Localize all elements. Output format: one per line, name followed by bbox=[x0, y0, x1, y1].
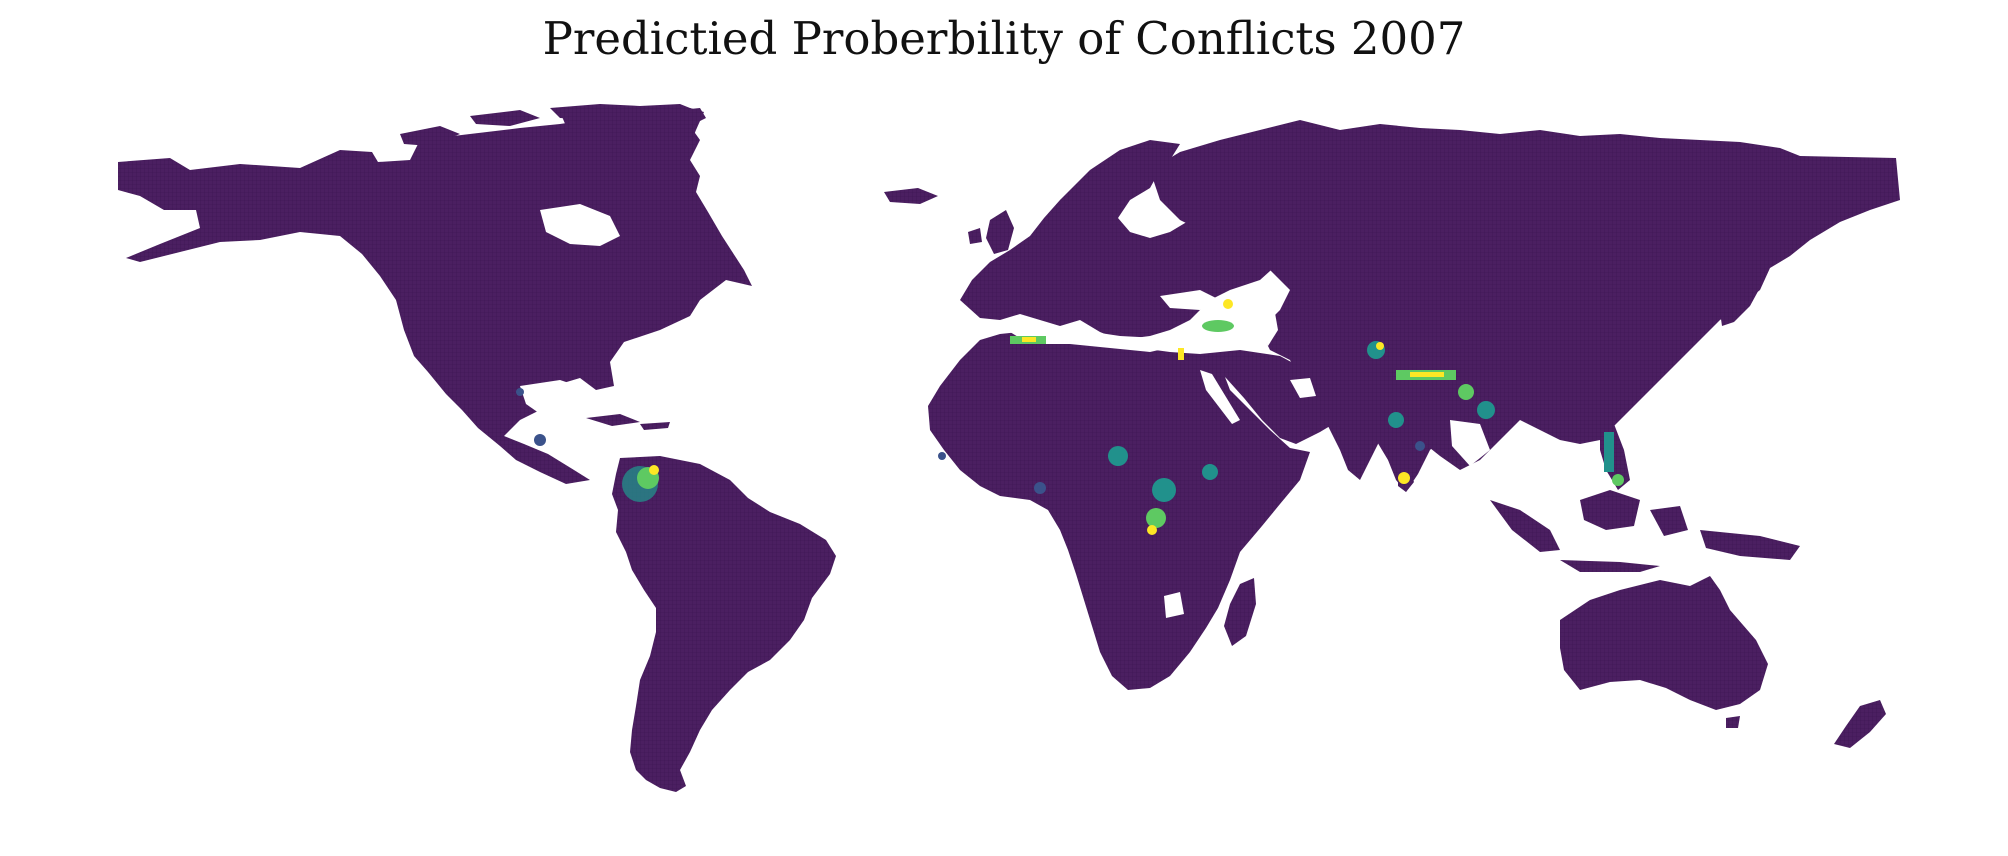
hotspot-uganda-drc bbox=[1146, 478, 1176, 535]
land-india bbox=[1360, 390, 1460, 492]
conflict-hotspots bbox=[516, 299, 1624, 535]
hotspot-turkey-caucasus bbox=[1202, 299, 1234, 332]
hotspot-sri-lanka bbox=[1398, 472, 1410, 484]
caspian-sea bbox=[1258, 296, 1278, 346]
persian-gulf bbox=[1290, 378, 1316, 398]
hotspot-algeria bbox=[1010, 336, 1046, 344]
land-asia bbox=[1150, 120, 1900, 480]
hotspot-central-america bbox=[516, 388, 546, 446]
land-caribbean bbox=[550, 396, 670, 430]
hotspot-west-africa bbox=[938, 452, 946, 460]
land-scandinavia bbox=[968, 140, 1180, 254]
land-iceland bbox=[884, 188, 938, 204]
land-japan bbox=[1720, 252, 1770, 326]
land-new-zealand bbox=[1726, 700, 1886, 748]
mediterranean-sea bbox=[1010, 326, 1176, 352]
hotspot-north-india-nepal bbox=[1396, 370, 1474, 400]
lake-victoria bbox=[1164, 592, 1184, 618]
hotspot-central-india bbox=[1388, 412, 1425, 451]
hotspot-afghanistan-pakistan bbox=[1367, 341, 1385, 359]
hotspot-israel-palestine bbox=[1178, 348, 1184, 360]
land-madagascar bbox=[1224, 578, 1256, 646]
inland-waters bbox=[520, 204, 1490, 618]
hotspot-ethiopia-somalia bbox=[1202, 464, 1218, 480]
land-indonesia bbox=[1490, 490, 1800, 572]
map-title: Predictied Proberbility of Conflicts 200… bbox=[542, 12, 1466, 65]
hotspot-philippines bbox=[1604, 432, 1624, 486]
hotspot-colombia bbox=[622, 465, 659, 502]
land-north-america bbox=[118, 108, 752, 484]
hotspot-sudan-chad bbox=[1108, 446, 1128, 466]
gulf-of-mexico bbox=[520, 380, 600, 420]
hudson-bay bbox=[540, 204, 620, 246]
land-south-america bbox=[612, 456, 836, 792]
land-masses bbox=[118, 104, 1900, 792]
black-sea bbox=[1160, 290, 1220, 310]
red-sea bbox=[1200, 370, 1240, 424]
hotspot-myanmar-ne-india bbox=[1477, 401, 1495, 419]
land-australia bbox=[1560, 576, 1768, 710]
bay-of-bengal bbox=[1450, 420, 1490, 466]
land-greenland bbox=[560, 106, 704, 180]
land-africa bbox=[928, 330, 1310, 690]
hotspot-nigeria bbox=[1034, 482, 1046, 494]
